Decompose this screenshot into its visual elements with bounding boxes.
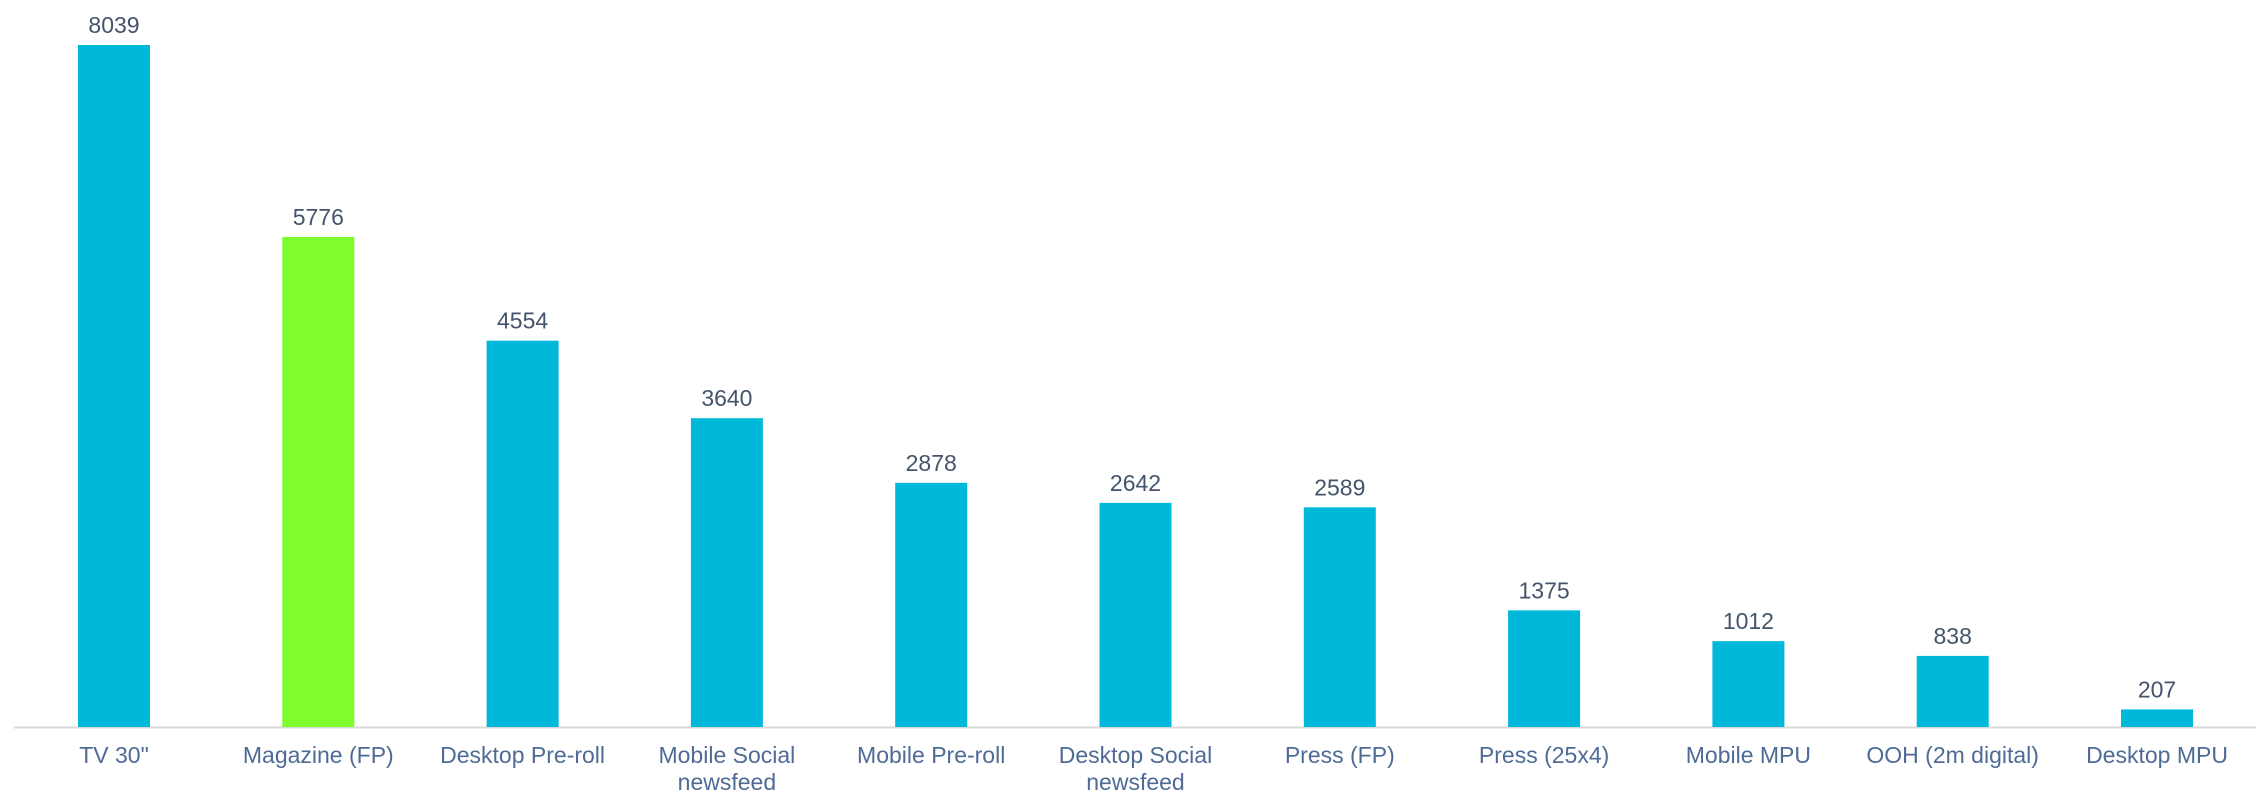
- value-label: 2642: [1110, 470, 1161, 496]
- x-tick-label: Desktop MPU: [2086, 742, 2228, 768]
- bar: [2121, 709, 2193, 727]
- bar: [1712, 641, 1785, 727]
- value-label: 4554: [497, 308, 548, 334]
- value-label: 1012: [1723, 608, 1774, 634]
- value-label: 8039: [88, 12, 139, 38]
- value-label: 207: [2138, 676, 2176, 702]
- value-label: 1375: [1519, 577, 1570, 603]
- x-tick-label: Mobile Pre-roll: [857, 742, 1006, 768]
- bar: [282, 236, 355, 728]
- bar: [486, 340, 559, 727]
- x-tick-label: TV 30": [79, 742, 149, 768]
- x-tick-label: Press (FP): [1284, 742, 1395, 768]
- bar: [690, 418, 763, 727]
- x-tick-label: Press (25x4): [1478, 742, 1610, 768]
- x-tick-label: OOH (2m digital): [1866, 742, 2039, 768]
- bar: [1099, 502, 1172, 727]
- x-tick-label: Mobile Social newsfeed: [658, 742, 796, 795]
- x-tick-label: Desktop Social newsfeed: [1058, 742, 1213, 795]
- bar: [1303, 507, 1376, 727]
- bar: [78, 45, 150, 727]
- value-label: 838: [1934, 623, 1972, 649]
- x-tick-label: Magazine (FP): [242, 742, 394, 768]
- x-tick-label: Desktop Pre-roll: [440, 742, 606, 768]
- value-label: 2589: [1314, 474, 1365, 500]
- bar: [1508, 610, 1581, 727]
- value-label: 2878: [906, 450, 957, 476]
- value-label: 3640: [701, 385, 752, 411]
- bar: [895, 482, 968, 727]
- bar: [1916, 655, 1989, 727]
- value-label: 5776: [293, 204, 344, 230]
- x-tick-label: Mobile MPU: [1685, 742, 1812, 768]
